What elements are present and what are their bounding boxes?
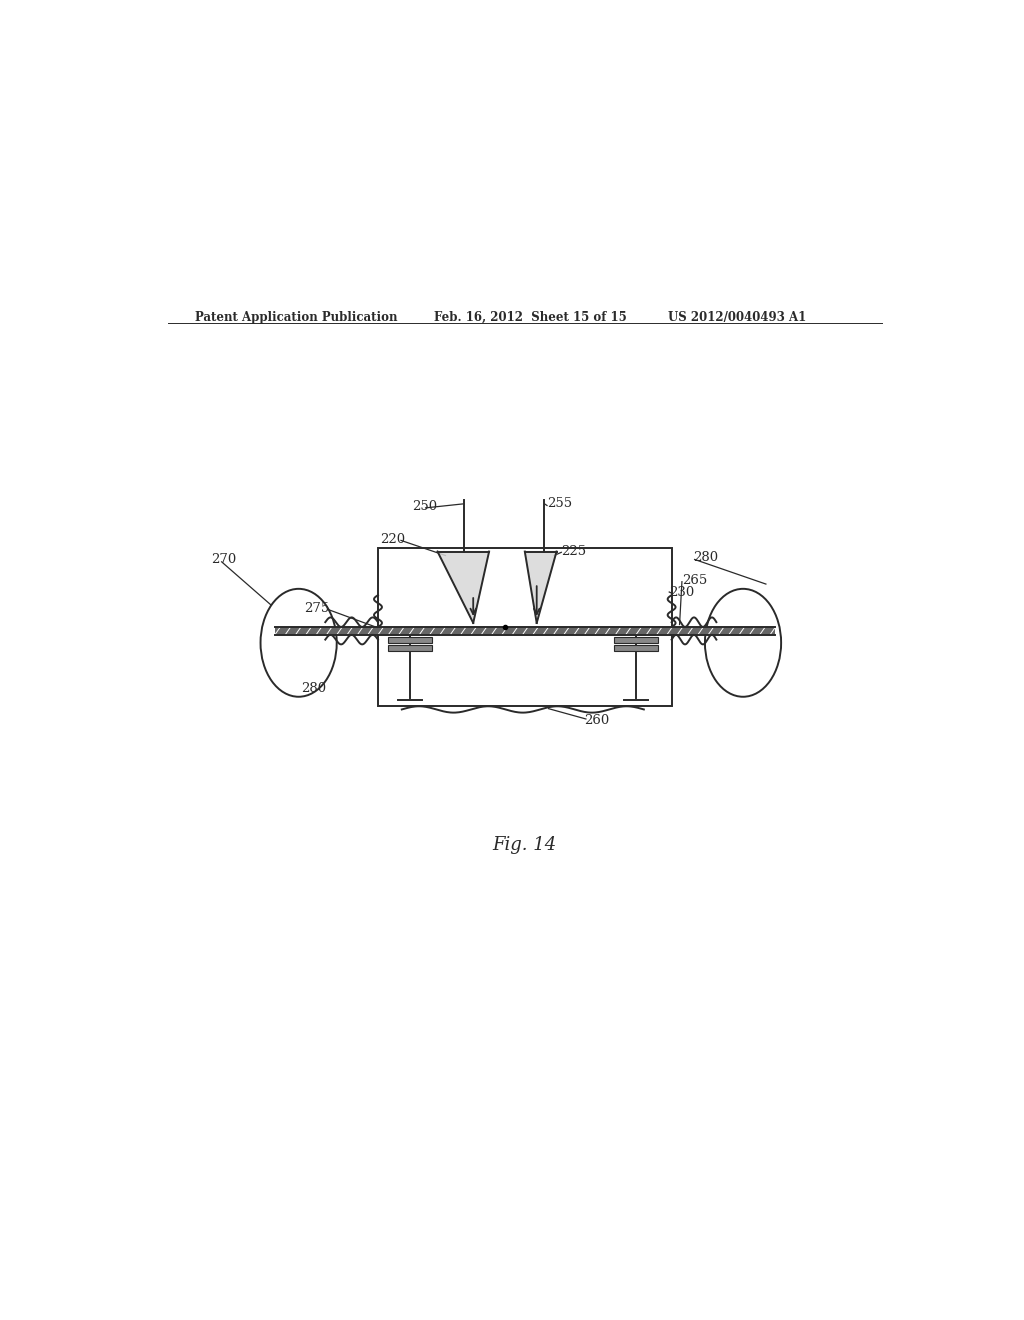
Text: 265: 265: [682, 574, 708, 587]
Text: 250: 250: [412, 500, 437, 512]
Text: US 2012/0040493 A1: US 2012/0040493 A1: [668, 312, 806, 325]
Text: 260: 260: [585, 714, 609, 727]
Text: 275: 275: [304, 602, 330, 615]
Text: Patent Application Publication: Patent Application Publication: [196, 312, 398, 325]
Bar: [614, 645, 657, 651]
Text: 270: 270: [211, 553, 237, 566]
Bar: [614, 638, 657, 643]
Text: 220: 220: [380, 533, 406, 546]
Bar: [388, 638, 431, 643]
Text: Feb. 16, 2012  Sheet 15 of 15: Feb. 16, 2012 Sheet 15 of 15: [433, 312, 627, 325]
Ellipse shape: [260, 589, 337, 697]
Text: 280: 280: [301, 682, 326, 696]
Ellipse shape: [705, 589, 781, 697]
Bar: [378, 548, 672, 631]
Text: Fig. 14: Fig. 14: [493, 836, 557, 854]
Polygon shape: [524, 552, 557, 623]
Text: 225: 225: [561, 545, 587, 558]
Text: 255: 255: [547, 496, 572, 510]
Text: 280: 280: [693, 550, 718, 564]
Text: 230: 230: [670, 586, 694, 598]
Bar: [388, 645, 431, 651]
Bar: [378, 631, 672, 706]
Polygon shape: [437, 552, 489, 623]
Bar: [274, 627, 775, 635]
